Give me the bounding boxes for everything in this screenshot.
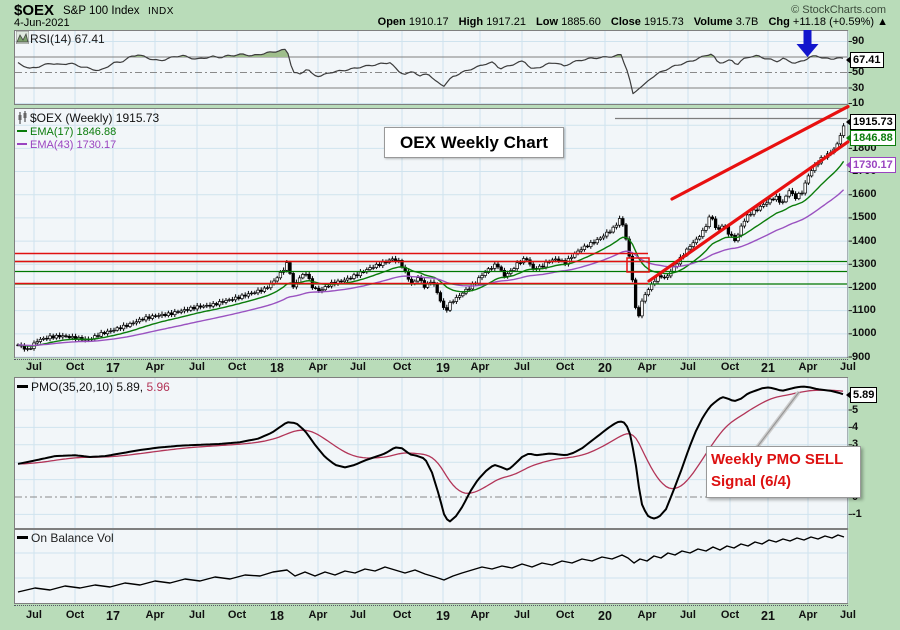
close-value: 1915.73	[643, 16, 684, 28]
bottom-date-axis	[14, 605, 848, 630]
y-axis-label: -1	[852, 507, 862, 520]
sell-annotation-line2: Signal (6/4)	[711, 473, 792, 490]
y-axis-label: 1200	[852, 280, 877, 293]
y-axis-label: 90	[852, 35, 865, 47]
obv-legend: On Balance Vol	[17, 531, 114, 545]
y-axis-label: 4	[852, 420, 859, 433]
symbol-name: S&P 100 Index	[63, 5, 140, 17]
chg-label: Chg	[768, 16, 790, 28]
rsi-panel	[14, 30, 848, 105]
chart-date: 4-Jun-2021	[14, 17, 70, 29]
ohlc-quote-strip: Open 1910.17 High 1917.21 Low 1885.60 Cl…	[371, 16, 888, 28]
open-label: Open	[377, 16, 406, 28]
sell-annotation-line1: Weekly PMO SELL	[711, 451, 844, 468]
ema43-swatch	[17, 143, 27, 145]
chg-up-triangle-icon: ▲	[877, 16, 888, 28]
ema43-legend-text: EMA(43) 1730.17	[30, 139, 117, 151]
pmo-legend-signal-value: 5.96	[146, 380, 170, 394]
y-axis-label: 1500	[852, 211, 877, 224]
last-price-tag: 1915.73	[846, 114, 896, 130]
high-label: High	[458, 16, 484, 28]
chg-value: +11.18 (+0.59%)	[792, 16, 875, 28]
indicator-mountain-icon	[15, 30, 30, 49]
y-axis-label: 30	[852, 81, 865, 94]
pmo-swatch	[17, 385, 28, 388]
low-value: 1885.60	[561, 16, 601, 28]
ema43-legend: EMA(43) 1730.17	[17, 139, 116, 151]
ema43-value-tag: 1730.17	[846, 157, 896, 173]
pmo-legend-value: 5.89,	[116, 380, 144, 394]
y-axis-label: 1400	[852, 234, 877, 247]
price-legend: $OEX (Weekly) 1915.73	[30, 111, 160, 125]
y-axis-label: 1300	[852, 257, 877, 270]
high-value: 1917.21	[486, 16, 526, 28]
y-axis-label: 5	[852, 403, 859, 416]
rsi-value-tag: 67.41	[846, 52, 884, 68]
pmo-legend-name: PMO(35,20,10)	[31, 380, 114, 394]
candlestick-icon	[16, 111, 29, 130]
volume-label: Volume	[693, 16, 733, 28]
pmo-value-tag: 5.89	[845, 387, 878, 403]
middle-date-axis	[14, 359, 848, 378]
ema17-swatch	[17, 130, 27, 132]
obv-panel	[14, 529, 848, 604]
y-axis-label: 10	[852, 97, 865, 109]
chart-title-annotation: OEX Weekly Chart	[384, 127, 564, 158]
obv-swatch	[17, 536, 28, 539]
close-label: Close	[610, 16, 641, 28]
ema17-legend: EMA(17) 1846.88	[17, 126, 116, 138]
y-axis-label: 1000	[852, 327, 877, 340]
rsi-legend: RSI(14) 67.41	[30, 32, 105, 46]
y-axis-label: 900	[852, 350, 871, 363]
low-label: Low	[536, 16, 559, 28]
ema17-value-tag: 1846.88	[846, 130, 896, 146]
pmo-sell-signal-annotation: Weekly PMO SELL Signal (6/4)	[706, 446, 861, 498]
y-axis-label: 1100	[852, 304, 876, 317]
y-axis-label: 1600	[852, 188, 877, 201]
obv-legend-text: On Balance Vol	[31, 531, 114, 545]
pmo-legend: PMO(35,20,10) 5.89, 5.96	[17, 380, 170, 394]
open-value: 1910.17	[408, 16, 449, 28]
symbol-exchange: INDX	[148, 6, 174, 17]
stockcharts-credit-link[interactable]: © StockCharts.com	[791, 4, 886, 16]
volume-value: 3.7B	[735, 16, 759, 28]
ema17-legend-text: EMA(17) 1846.88	[30, 126, 117, 138]
symbol-title: $OEX	[14, 2, 55, 19]
